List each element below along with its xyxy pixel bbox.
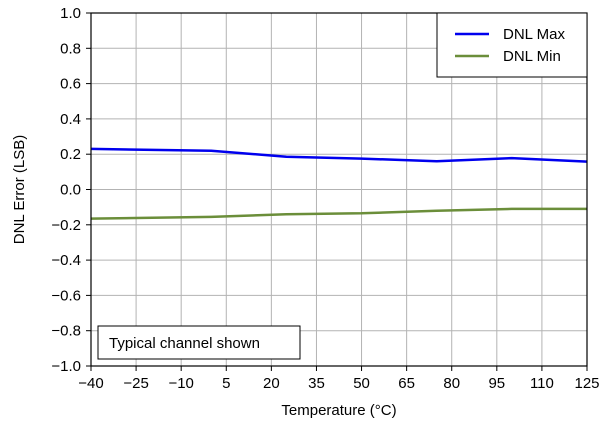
y-tick-label: −0.6 bbox=[51, 287, 81, 304]
legend-box bbox=[436, 12, 588, 78]
x-tick-label: 80 bbox=[443, 375, 460, 392]
legend-label-dnl-min: DNL Min bbox=[503, 48, 561, 65]
y-tick-label: 0.0 bbox=[60, 182, 81, 199]
y-tick-labels: 1.0 0.8 0.6 0.4 0.2 0.0 −0.2 −0.4 −0.6 −0.8 −1.0 bbox=[51, 5, 81, 375]
y-tick-label: −0.4 bbox=[51, 252, 81, 269]
legend-label-dnl-max: DNL Max bbox=[503, 26, 565, 43]
y-tick-label: −0.8 bbox=[51, 323, 81, 340]
series-line-dnl-min bbox=[90, 207, 587, 220]
x-tick-label: 125 bbox=[574, 375, 599, 392]
legend: DNL Max DNL Min bbox=[436, 12, 588, 78]
x-tick-label: 5 bbox=[222, 375, 230, 392]
x-tick-label: 95 bbox=[488, 375, 505, 392]
y-axis-title: DNL Error (LSB) bbox=[11, 135, 28, 244]
series-lines bbox=[90, 147, 588, 220]
x-tick-label: 35 bbox=[308, 375, 325, 392]
x-tick-label: −10 bbox=[168, 375, 193, 392]
x-tick-labels: −40 −25 −10 5 20 35 50 65 80 95 110 125 bbox=[78, 375, 599, 392]
x-tick-label: 65 bbox=[398, 375, 415, 392]
x-tick-label: 20 bbox=[263, 375, 280, 392]
x-tick-label: −40 bbox=[78, 375, 103, 392]
annotation-box: Typical channel shown bbox=[97, 325, 301, 360]
y-tick-label: 0.6 bbox=[60, 76, 81, 93]
x-tick-label: 50 bbox=[353, 375, 370, 392]
y-tick-label: 0.8 bbox=[60, 40, 81, 57]
y-tick-label: 0.4 bbox=[60, 111, 81, 128]
x-axis-title: Temperature (°C) bbox=[281, 402, 396, 419]
series-line-dnl-max bbox=[90, 147, 588, 163]
y-tick-label: 0.2 bbox=[60, 146, 81, 163]
annotation-text: Typical channel shown bbox=[109, 335, 260, 352]
axis-ticks bbox=[86, 12, 588, 371]
y-tick-label: −1.0 bbox=[51, 358, 81, 375]
x-tick-label: 110 bbox=[530, 375, 554, 392]
y-tick-label: −0.2 bbox=[51, 217, 81, 234]
annotation-frame bbox=[97, 325, 301, 360]
x-tick-label: −25 bbox=[123, 375, 148, 392]
y-tick-label: 1.0 bbox=[60, 5, 81, 22]
